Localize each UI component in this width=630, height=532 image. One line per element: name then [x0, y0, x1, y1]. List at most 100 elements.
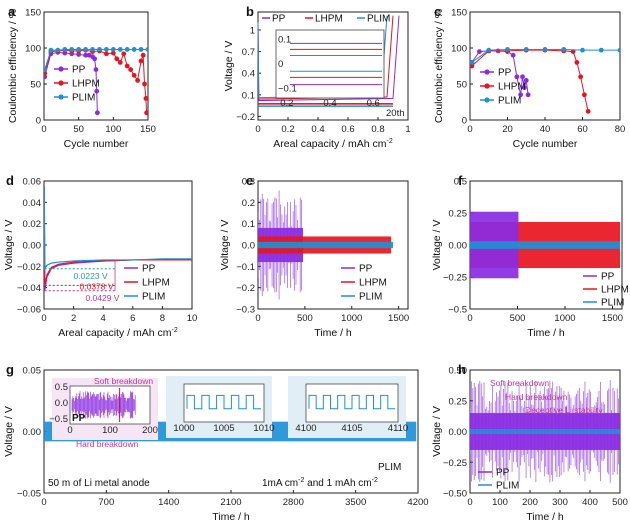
y-axis-label: Voltage / V — [431, 220, 443, 271]
inset-2: 1000 1005 1010 — [166, 376, 275, 438]
y-axis-label: Voltage / V — [3, 220, 15, 271]
data-point — [114, 56, 120, 62]
y-tick-label: −0.1 — [236, 262, 255, 273]
data-point — [145, 47, 148, 52]
data-point — [574, 60, 580, 65]
x-tick-label: 2800 — [283, 497, 304, 508]
panel-letter: a — [8, 4, 16, 19]
x-tick-label: 0.6 — [341, 124, 354, 135]
inset-x-tick: 0.4 — [323, 98, 336, 109]
x-axis-label-text: Time / h — [526, 511, 564, 523]
x-tick-label: 10 — [187, 313, 198, 324]
inset-x-tick: 1010 — [253, 423, 274, 434]
condition-note-part: -2 — [372, 477, 378, 484]
x-tick-label: 500 — [612, 497, 628, 508]
data-layer — [44, 186, 192, 291]
x-axis-label-sup: -2 — [386, 138, 392, 145]
legend-entry: LHPM — [498, 82, 526, 93]
legend-marker — [58, 94, 64, 100]
data-layer — [470, 211, 621, 279]
x-tick-label: 700 — [98, 497, 114, 508]
x-tick-label: 0.8 — [371, 124, 384, 135]
data-point — [142, 81, 147, 87]
data-point — [83, 47, 88, 52]
plot-frame — [43, 11, 149, 121]
y-tick-label: 0.00 — [449, 427, 468, 438]
data-point — [55, 47, 61, 53]
y-tick-label: 0.7 — [242, 47, 255, 58]
data-layer — [470, 47, 620, 114]
data-point — [520, 74, 525, 80]
y-tick-label: −0.25 — [443, 273, 467, 284]
legend-entry: LHPM — [601, 285, 629, 296]
panel-f: 0 500 1000 1500 −0.5 −0.25 0.00 0.25 0.5 Time / h… — [431, 173, 629, 339]
data-point — [92, 56, 98, 62]
y-axis-label: Coulombic efficiency / % — [7, 9, 19, 123]
x-tick-label: 0 — [41, 124, 46, 135]
data-point — [135, 78, 141, 83]
y-tick-label: 100 — [25, 44, 41, 55]
panel-letter: b — [246, 4, 254, 19]
condition-note-part: and 1 mAh cm — [304, 478, 371, 489]
y-tick-label: 0.1 — [242, 219, 255, 230]
y-tick-label: 0.06 — [23, 177, 42, 188]
x-axis-label: Time / h — [314, 327, 352, 339]
x-tick-label: 3500 — [345, 497, 366, 508]
data-point — [83, 52, 88, 58]
data-point — [131, 72, 137, 78]
x-tick-label: 80 — [615, 124, 626, 135]
y-tick-label: 0 — [36, 116, 41, 127]
x-tick-label: 1400 — [158, 497, 179, 508]
y-tick-label: 0.0 — [242, 241, 255, 252]
legend-entry: PP — [142, 264, 156, 275]
series-line-pp — [44, 186, 192, 291]
legend-entry: PP — [359, 264, 373, 275]
data-point — [486, 47, 492, 53]
data-layer — [258, 190, 393, 300]
y-tick-label: −0.50 — [443, 489, 467, 500]
y-axis-label: Voltage / V — [219, 220, 231, 271]
y-tick-label: −0.25 — [443, 458, 467, 469]
y-tick-label: 100 — [451, 44, 467, 55]
legend-entry: PP — [272, 14, 286, 25]
panel-letter: e — [246, 173, 253, 188]
legend-marker — [484, 69, 490, 75]
x-axis-label: Areal capacity / mAh cm-2 — [58, 327, 178, 339]
y-tick-label: 0.05 — [23, 366, 42, 377]
data-point — [44, 74, 48, 80]
x-tick-label: 1000 — [341, 313, 362, 324]
condition-note-part: -2 — [298, 477, 304, 484]
y-tick-label: −0.3 — [236, 305, 255, 316]
data-point — [110, 47, 116, 52]
legend-entry: LHPM — [72, 79, 100, 90]
inset-x-tick: 4100 — [295, 423, 316, 434]
x-tick-label: 6 — [130, 313, 135, 324]
plot-frame — [469, 11, 621, 121]
x-tick-label: 150 — [140, 124, 156, 135]
x-tick-label: 1000 — [554, 313, 575, 324]
y-tick-label: 0.00 — [449, 241, 468, 252]
data-point — [44, 67, 48, 72]
y-tick-label: 0.5 — [454, 177, 467, 188]
x-tick-label: 0 — [467, 313, 472, 324]
data-point — [561, 47, 567, 52]
cycle-annotation: 20th — [386, 108, 405, 119]
x-tick-label: 4200 — [407, 497, 428, 508]
data-point — [121, 51, 127, 57]
y-tick-label: 0.00 — [23, 427, 42, 438]
x-tick-label: 60 — [577, 124, 588, 135]
data-point — [117, 47, 123, 52]
inset-note: Soft breakdown — [94, 376, 153, 386]
x-tick-label: 100 — [105, 124, 121, 135]
y-tick-label: 0.00 — [23, 241, 42, 252]
y-tick-label: 0.25 — [449, 396, 468, 407]
y-tick-label: 150 — [451, 8, 467, 19]
voltage-annotation: 0.0223 V — [74, 271, 108, 281]
inset-y-tick: 0 — [278, 59, 283, 70]
y-tick-label: −0.06 — [17, 305, 41, 316]
y-tick-label: 50 — [30, 80, 41, 91]
y-tick-label: −0.05 — [17, 489, 41, 500]
legend-entry: PLIM — [142, 292, 165, 303]
x-axis-label-text: Areal capacity / mAh cm — [58, 327, 171, 339]
x-axis-label: Time / h — [527, 327, 565, 339]
